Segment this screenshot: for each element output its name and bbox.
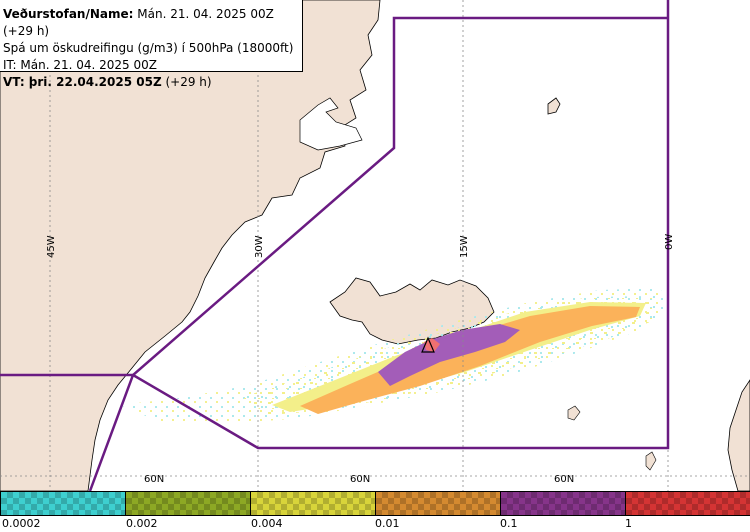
legend-swatch-4 — [500, 491, 626, 516]
concentration-legend-labels: 0.0002 0.002 0.004 0.01 0.1 1 — [0, 516, 750, 532]
lon-label-15w: 15W — [459, 235, 470, 258]
fir-boundary-west — [0, 373, 135, 491]
info-line-issuer: Veðurstofan/Name: Mán. 21. 04. 2025 00Z … — [3, 6, 302, 40]
valid-time-offset: (+29 h) — [161, 75, 212, 89]
scandinavia-coast — [727, 379, 750, 491]
greenland-landmass — [0, 0, 381, 491]
issuer-value: Mán. 21. 04. 2025 00Z (+29 h) — [3, 7, 274, 38]
legend-swatch-3 — [375, 491, 501, 516]
legend-swatch-0 — [0, 491, 126, 516]
legend-label-2: 0.004 — [251, 517, 283, 530]
greenland-fjord — [299, 97, 363, 151]
shetland-islands — [645, 451, 657, 471]
ash-heavy-core — [378, 324, 520, 386]
valid-time-label: VT: þri. 22.04.2025 05Z — [3, 75, 162, 89]
lat-label-60n-west: 60N — [144, 474, 164, 485]
volcano-marker-icon — [421, 336, 435, 353]
legend-label-1: 0.002 — [126, 517, 158, 530]
issuer-label: Veðurstofan/Name: — [3, 7, 134, 21]
lat-label-60n-east: 60N — [554, 474, 574, 485]
legend-label-4: 0.1 — [500, 517, 518, 530]
fir-boundary-outer — [130, 0, 670, 450]
small-island-northeast — [547, 97, 561, 115]
faroe-islands — [567, 405, 581, 421]
ash-core-hotspot — [424, 338, 440, 352]
concentration-legend-bar — [0, 491, 750, 516]
legend-swatch-1 — [125, 491, 251, 516]
info-line-issue-time: IT: Mán. 21. 04. 2025 00Z — [3, 58, 157, 72]
legend-label-3: 0.01 — [375, 517, 400, 530]
legend-swatch-5 — [625, 491, 750, 516]
ash-medium-band — [300, 306, 640, 414]
info-line-valid-time: VT: þri. 22.04.2025 05Z (+29 h) — [3, 74, 302, 91]
lon-label-45w: 45W — [46, 235, 57, 258]
info-line-description: Spá um öskudreifingu (g/m3) í 500hPa (18… — [3, 41, 294, 55]
legend-label-5: 1 — [625, 517, 632, 530]
lon-label-30w: 30W — [254, 235, 265, 258]
map-canvas: 45W 30W 15W 0W 60N 60N 60N — [0, 0, 750, 491]
lat-label-60n-center: 60N — [350, 474, 370, 485]
fir-boundary — [0, 0, 670, 491]
legend-label-0: 0.0002 — [2, 517, 41, 530]
legend-swatch-2 — [250, 491, 376, 516]
lon-label-0w: 0W — [664, 234, 675, 250]
forecast-info-box: Veðurstofan/Name: Mán. 21. 04. 2025 00Z … — [0, 0, 303, 89]
